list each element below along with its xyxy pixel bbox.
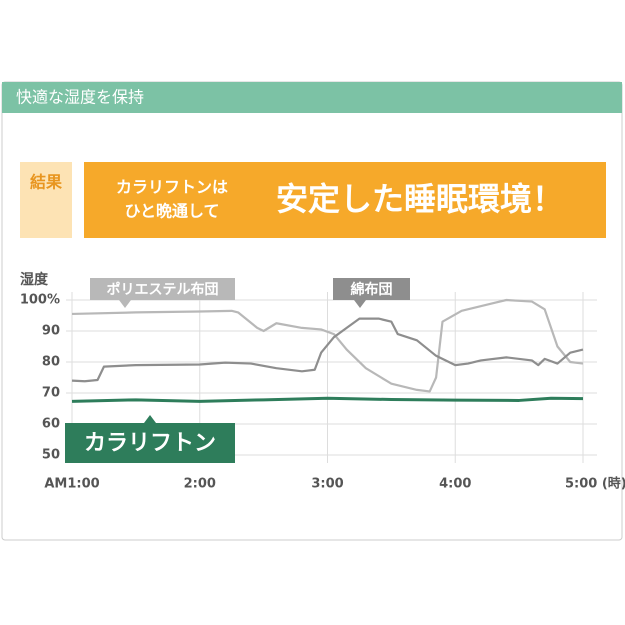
y-tick-label: 60 bbox=[42, 417, 60, 432]
x-tick-label: AM1:00 bbox=[44, 477, 99, 492]
result-subtitle: ひと晩通して bbox=[124, 202, 219, 221]
series-line bbox=[71, 317, 584, 383]
series-line bbox=[71, 396, 584, 403]
y-tick-label: 80 bbox=[42, 355, 60, 370]
legend-pointer bbox=[119, 300, 131, 308]
result-headline: 安定した睡眠環境！ bbox=[276, 180, 564, 218]
x-tick-label: 5:00 (時) bbox=[565, 476, 625, 492]
result-label-box bbox=[20, 162, 72, 238]
y-tick-label: 70 bbox=[42, 386, 60, 401]
result-banner bbox=[84, 162, 606, 238]
legend-label: 綿布団 bbox=[351, 281, 393, 298]
y-tick-label: 90 bbox=[42, 324, 60, 339]
x-tick-label: 3:00 bbox=[311, 477, 343, 492]
panel bbox=[1, 81, 623, 541]
series-line bbox=[71, 298, 584, 393]
y-tick-label: 50 bbox=[42, 448, 60, 463]
y-axis-label: 湿度 bbox=[20, 271, 49, 288]
header-bar bbox=[2, 82, 622, 113]
x-tick-label: 4:00 bbox=[439, 477, 471, 492]
x-tick-label: 2:00 bbox=[184, 477, 216, 492]
legend-label: カラリフトン bbox=[84, 431, 216, 456]
legend-pointer bbox=[354, 300, 366, 308]
legend-label: ポリエステル布団 bbox=[107, 281, 219, 298]
y-tick-label: 100% bbox=[20, 293, 60, 308]
header-title: 快適な湿度を保持 bbox=[16, 88, 144, 107]
result-subtitle: カラリフトンは bbox=[116, 178, 228, 197]
legend-box bbox=[65, 423, 235, 463]
legend-pointer bbox=[144, 415, 156, 423]
legend-box bbox=[90, 278, 235, 300]
result-label: 結果 bbox=[30, 173, 62, 192]
legend-box bbox=[333, 278, 410, 300]
